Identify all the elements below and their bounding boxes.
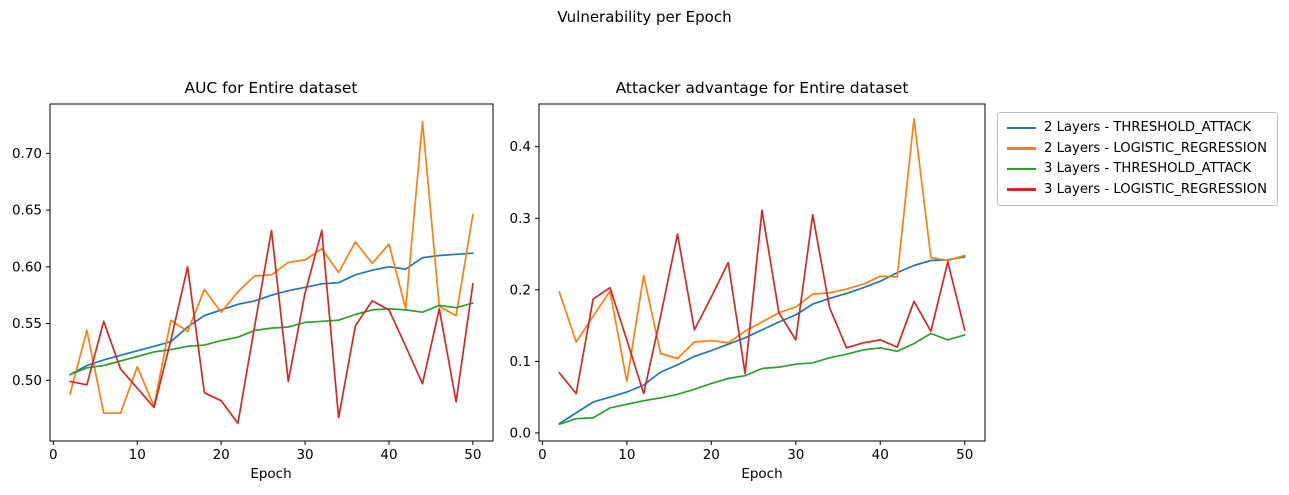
series-line-2-layers-logistic-regression (69, 120, 474, 415)
y-tick-label: 0.65 (12, 203, 42, 219)
series-line-3-layers-threshold-attack (558, 332, 966, 426)
x-tick-label: 0 (538, 447, 547, 463)
y-tick-label: 0.50 (12, 373, 42, 389)
advantage-chart-title: Attacker advantage for Entire dataset (615, 79, 909, 97)
x-tick-label: 50 (956, 447, 973, 463)
x-tick-label: 30 (787, 447, 804, 463)
y-tick-label: 0.70 (12, 146, 42, 162)
series-line-2-layers-threshold-attack (69, 252, 474, 376)
legend-entry: 3 Layers - LOGISTIC_REGRESSION (1007, 182, 1267, 198)
series-line-2-layers-threshold-attack (558, 256, 966, 425)
y-tick-label: 0.55 (12, 316, 42, 332)
auc-xaxis-label: Epoch (250, 466, 292, 482)
y-tick-label: 0.4 (510, 139, 531, 155)
series-line-3-layers-logistic-regression (69, 229, 474, 425)
y-tick-label: 0.0 (510, 425, 531, 441)
series-line-3-layers-logistic-regression (558, 209, 966, 395)
x-tick-label: 40 (872, 447, 889, 463)
legend-entry: 3 Layers - THRESHOLD_ATTACK (1007, 161, 1267, 177)
x-tick-label: 20 (703, 447, 720, 463)
x-tick-label: 10 (618, 447, 635, 463)
legend-entry-label: 2 Layers - THRESHOLD_ATTACK (1044, 120, 1252, 135)
legend-entry-label: 2 Layers - LOGISTIC_REGRESSION (1044, 140, 1267, 156)
legend-entry: 2 Layers - LOGISTIC_REGRESSION (1007, 141, 1267, 157)
axes-box (538, 103, 986, 442)
legend-entry-label: 3 Layers - LOGISTIC_REGRESSION (1044, 181, 1267, 197)
legend-entry: 2 Layers - THRESHOLD_ATTACK (1007, 120, 1267, 136)
legend-swatch (1007, 167, 1036, 171)
y-tick-label: 0.3 (510, 211, 531, 227)
legend: 2 Layers - THRESHOLD_ATTACK 2 Layers - L… (997, 112, 1278, 206)
x-tick-label: 10 (129, 447, 146, 463)
x-tick-label: 50 (464, 447, 481, 463)
series-line-2-layers-logistic-regression (558, 117, 966, 383)
advantage-xaxis-label: Epoch (741, 466, 783, 482)
legend-swatch (1007, 126, 1036, 130)
auc-chart-title: AUC for Entire dataset (184, 79, 358, 97)
x-tick-label: 30 (296, 447, 313, 463)
axes-box (49, 103, 494, 442)
figure-title: Vulnerability per Epoch (557, 8, 732, 26)
legend-swatch (1007, 147, 1036, 150)
y-tick-label: 0.60 (12, 259, 42, 275)
legend-entry-label: 3 Layers - THRESHOLD_ATTACK (1044, 161, 1252, 176)
axes-1: 0 10 20 30 40 50 0.0 0.1 0.2 0.3 0.4 (510, 103, 986, 463)
x-tick-label: 0 (49, 447, 58, 463)
y-tick-label: 0.1 (510, 354, 531, 370)
x-tick-label: 20 (213, 447, 230, 463)
axes-0: 0 10 20 30 40 50 0.50 0.55 0.60 0.65 0.70 (12, 103, 494, 463)
x-tick-label: 40 (380, 447, 397, 463)
y-tick-label: 0.2 (510, 282, 531, 298)
series-line-3-layers-threshold-attack (69, 302, 474, 376)
legend-swatch (1007, 188, 1036, 191)
